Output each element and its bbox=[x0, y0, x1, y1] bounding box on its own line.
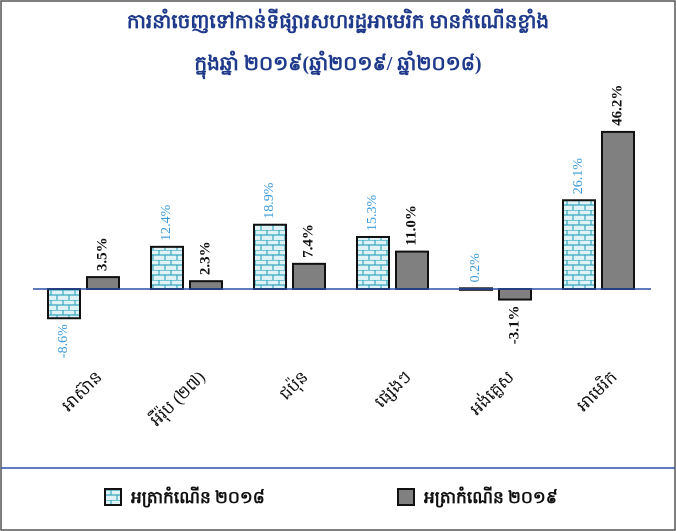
data-label: 15.3% bbox=[365, 194, 380, 231]
bar bbox=[189, 280, 223, 290]
data-label: 11.0% bbox=[403, 205, 419, 245]
data-label: -3.1% bbox=[506, 306, 522, 345]
data-label: 7.4% bbox=[300, 224, 316, 258]
legend-swatch bbox=[104, 488, 122, 506]
data-label: 12.4% bbox=[159, 204, 174, 241]
bar bbox=[395, 250, 429, 291]
legend-label: អត្រាកំណើន ២០១៨ bbox=[131, 486, 265, 508]
bar bbox=[562, 199, 596, 290]
bar bbox=[150, 245, 184, 290]
bar bbox=[498, 288, 532, 301]
bar bbox=[47, 288, 81, 320]
data-label: -8.6% bbox=[56, 324, 71, 358]
bar bbox=[356, 235, 390, 290]
data-label: 26.1% bbox=[571, 158, 586, 195]
legend-label: អត្រាកំណើន ២០១៩ bbox=[424, 486, 558, 508]
data-label: 2.3% bbox=[197, 241, 213, 275]
bar bbox=[601, 130, 635, 290]
bar bbox=[292, 262, 326, 290]
bar bbox=[86, 276, 120, 291]
legend-swatch bbox=[397, 488, 415, 506]
chart-title: ការនាំចេញទៅកាន់ទីផ្សារសហរដ្ឋអាមេរិក មានក… bbox=[127, 8, 549, 34]
data-label: 0.2% bbox=[468, 253, 483, 283]
bar bbox=[253, 223, 287, 291]
data-label: 3.5% bbox=[94, 237, 110, 271]
data-label: 46.2% bbox=[609, 85, 625, 126]
data-label: 18.9% bbox=[262, 182, 277, 219]
